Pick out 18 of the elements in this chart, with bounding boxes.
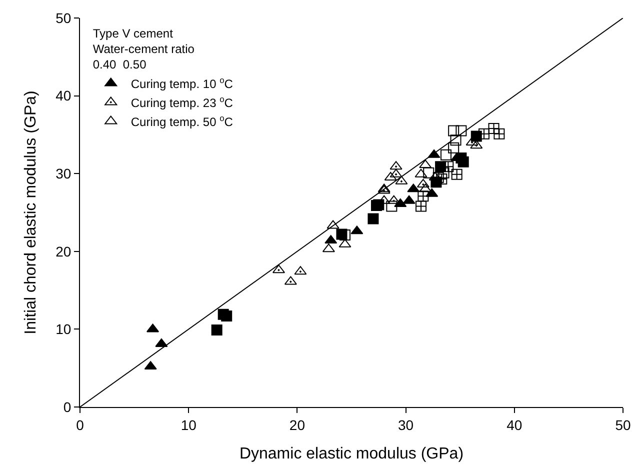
y-tick-label: 20 xyxy=(56,243,72,260)
legend-label: Curing temp. 23 $^{o}$C xyxy=(130,94,234,110)
x-tick-label: 40 xyxy=(506,416,522,433)
y-tick-label: 50 xyxy=(56,10,72,26)
y-tick-label: 0 xyxy=(63,398,72,415)
x-tick-label: 30 xyxy=(398,416,414,433)
legend-title: Type V cement Water-cement ratio 0.40 0.50 xyxy=(92,26,195,72)
y-axis-title: Initial chord elastic modulus (GPa) xyxy=(22,90,40,334)
x-tick-label: 20 xyxy=(289,416,306,433)
y-tick-label: 40 xyxy=(56,88,72,104)
x-tick-label: 0 xyxy=(76,416,84,433)
y-tick-label: 30 xyxy=(56,166,72,182)
legend-label: Curing temp. 10 $^{o}$C xyxy=(130,74,234,91)
x-tick-label: 10 xyxy=(180,416,197,433)
legend-label: Curing temp. 50 $^{o}$C xyxy=(130,112,234,129)
x-tick-label: 50 xyxy=(615,416,631,433)
y-tick-label: 10 xyxy=(56,321,72,338)
x-axis-title: Dynamic elastic modulus (GPa) xyxy=(239,446,464,462)
